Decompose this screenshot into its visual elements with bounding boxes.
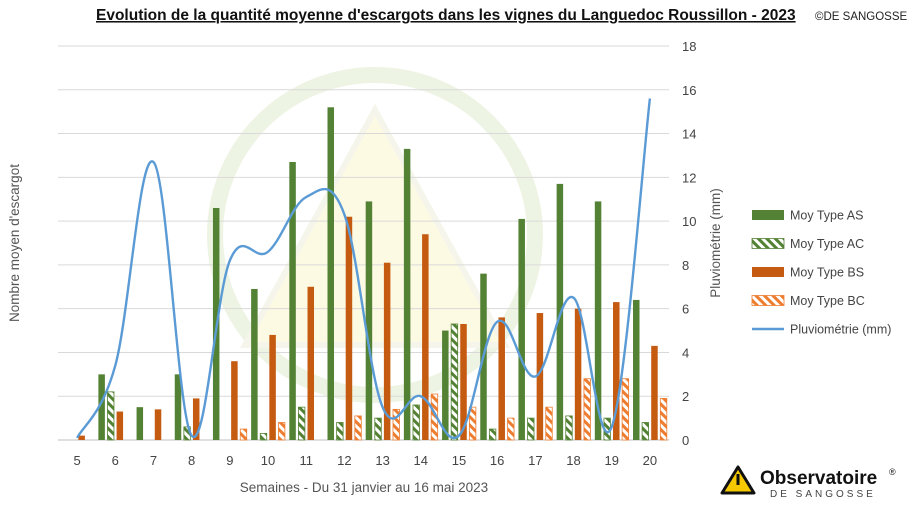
brand-registered: ®: [889, 467, 896, 477]
x-tick-label: 12: [337, 453, 351, 468]
bar-moy-type-ac-16: [489, 429, 496, 440]
bar-moy-type-as-13: [366, 201, 373, 440]
x-tick-label: 17: [528, 453, 542, 468]
y2-tick-labels: 0 2 4 6 8 10 12 14 16 18: [682, 39, 696, 448]
bar-moy-type-bc-16: [508, 418, 515, 440]
copyright-text: ©DE SANGOSSE: [815, 11, 908, 23]
bar-moy-type-bc-17: [546, 407, 553, 440]
bar-moy-type-ac-18: [566, 416, 573, 440]
y2-tick-label: 6: [682, 302, 689, 317]
bar-moy-type-bs-9: [231, 361, 238, 440]
x-tick-label: 16: [490, 453, 504, 468]
y2-axis-title: Pluviométrie (mm): [708, 188, 723, 298]
bar-moy-type-ac-15: [451, 324, 458, 440]
legend-label-3: Moy Type BC: [790, 294, 865, 308]
y-axis-title: Nombre moyen d'escargot: [7, 164, 22, 322]
bar-moy-type-as-14: [404, 149, 411, 440]
x-axis-title: Semaines - Du 31 janvier au 16 mai 2023: [240, 480, 488, 495]
bar-moy-type-bs-12: [346, 217, 353, 440]
brand-subtitle: DE SANGOSSE: [770, 489, 876, 500]
legend-label-0: Moy Type AS: [790, 209, 863, 223]
x-tick-labels: 5 6 7 8 9 10 11 12 13 14 15 16 17 18 19 20: [73, 453, 657, 468]
bar-moy-type-as-20: [633, 300, 640, 440]
x-tick-label: 18: [566, 453, 580, 468]
bar-moy-type-ac-14: [413, 405, 420, 440]
exclamation-icon: [737, 474, 740, 485]
bar-moy-type-ac-10: [260, 433, 267, 440]
x-tick-label: 5: [73, 453, 80, 468]
bar-moy-type-bc-12: [355, 416, 362, 440]
observatoire-logo: Observatoire ® DE SANGOSSE: [722, 467, 896, 500]
x-tick-label: 10: [261, 453, 275, 468]
bar-moy-type-bs-18: [575, 309, 582, 440]
bar-moy-type-bs-14: [422, 234, 429, 440]
legend-swatch-1: [752, 239, 784, 249]
bar-moy-type-ac-13: [375, 418, 382, 440]
bar-moy-type-bs-11: [308, 287, 315, 440]
bar-moy-type-ac-17: [528, 418, 535, 440]
bar-moy-type-ac-20: [642, 422, 649, 440]
legend-label-2: Moy Type BS: [790, 266, 864, 280]
x-tick-label: 7: [150, 453, 157, 468]
legend-swatch-3: [752, 296, 784, 306]
x-tick-label: 11: [299, 453, 313, 468]
bar-moy-type-as-17: [518, 219, 525, 440]
bar-moy-type-as-15: [442, 331, 449, 440]
x-tick-label: 20: [643, 453, 657, 468]
x-tick-label: 8: [188, 453, 195, 468]
x-tick-label: 15: [452, 453, 466, 468]
bar-moy-type-as-12: [328, 107, 335, 440]
y2-tick-label: 0: [682, 433, 689, 448]
bar-moy-type-bc-10: [278, 422, 285, 440]
bar-moy-type-as-11: [289, 162, 296, 440]
y2-tick-label: 8: [682, 258, 689, 273]
bar-moy-type-bc-18: [584, 379, 591, 440]
chart-title: Evolution de la quantité moyenne d'escar…: [96, 7, 796, 24]
bar-moy-type-bs-7: [155, 409, 162, 440]
legend: Moy Type AS Moy Type AC Moy Type BS Moy Typ…: [752, 209, 891, 337]
legend-label-1: Moy Type AC: [790, 237, 864, 251]
y2-tick-label: 2: [682, 389, 689, 404]
legend-swatch-2: [752, 267, 784, 277]
y2-tick-label: 12: [682, 170, 696, 185]
bar-moy-type-bc-20: [660, 398, 667, 440]
x-tick-label: 19: [604, 453, 618, 468]
legend-swatch-0: [752, 210, 784, 220]
bar-moy-type-bs-6: [117, 412, 124, 440]
legend-label-4: Pluviométrie (mm): [790, 323, 891, 337]
bar-moy-type-ac-11: [298, 407, 305, 440]
bar-moy-type-bc-9: [240, 429, 247, 440]
x-tick-label: 13: [375, 453, 389, 468]
y2-tick-label: 10: [682, 214, 696, 229]
bar-moy-type-as-10: [251, 289, 258, 440]
bar-moy-type-bs-10: [269, 335, 276, 440]
y2-tick-label: 16: [682, 83, 696, 98]
bar-moy-type-bs-16: [498, 317, 505, 440]
y2-tick-label: 4: [682, 345, 689, 360]
bar-moy-type-ac-6: [107, 392, 114, 440]
brand-name: Observatoire: [760, 468, 877, 489]
x-tick-label: 9: [226, 453, 233, 468]
bar-moy-type-as-7: [137, 407, 144, 440]
bar-moy-type-ac-12: [337, 422, 344, 440]
x-tick-label: 6: [112, 453, 119, 468]
bar-moy-type-bc-19: [622, 379, 629, 440]
y2-tick-label: 14: [682, 127, 696, 142]
y2-tick-label: 18: [682, 39, 696, 54]
bar-moy-type-bs-20: [651, 346, 658, 440]
x-tick-label: 14: [414, 453, 428, 468]
